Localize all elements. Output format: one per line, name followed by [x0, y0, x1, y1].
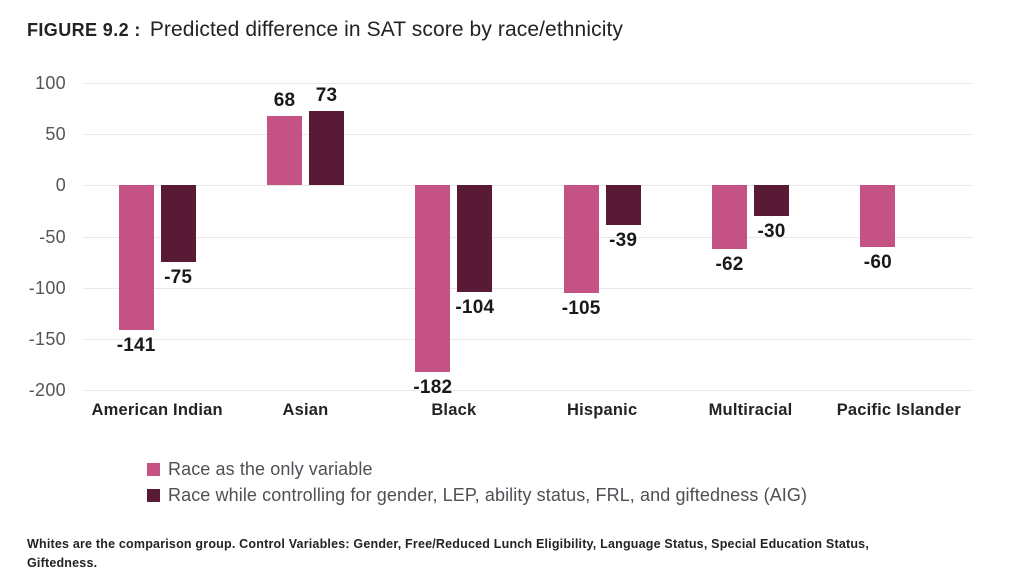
gridline [83, 236, 973, 238]
legend-label-series1: Race as the only variable [168, 459, 373, 479]
legend-item-series2: Race while controlling for gender, LEP, … [147, 485, 807, 506]
bar [309, 110, 344, 186]
bar-value-label: -141 [116, 334, 156, 356]
bar-value-label: 73 [315, 84, 338, 106]
bar [605, 185, 641, 226]
legend-swatch-pink [147, 463, 160, 476]
gridline [83, 83, 973, 84]
x-axis-category-label: Multiracial [708, 401, 793, 419]
bar [754, 185, 789, 217]
gridline [83, 287, 973, 289]
footnote: Whites are the comparison group. Control… [27, 537, 869, 571]
gridline [83, 134, 973, 136]
bar-value-label: -104 [455, 296, 495, 318]
bar-value-label: -30 [757, 221, 786, 243]
x-axis-category-label: American Indian [91, 401, 223, 419]
bar-value-label: -182 [413, 376, 453, 398]
y-axis-tick-label: -50 [39, 226, 66, 247]
bar [118, 185, 154, 330]
bar-value-label: -39 [609, 230, 638, 252]
legend-item-series1: Race as the only variable [147, 459, 807, 480]
y-axis-tick-label: -150 [28, 328, 66, 349]
y-axis-tick-label: -200 [28, 380, 66, 400]
chart-title: FIGURE 9.2 : Predicted difference in SAT… [27, 18, 623, 42]
y-axis-tick-label: -100 [28, 277, 66, 298]
figure-title-text: Predicted difference in SAT score by rac… [149, 18, 623, 41]
bar [415, 185, 451, 372]
bar-value-label: -62 [715, 253, 744, 275]
gridline [83, 390, 973, 391]
x-axis-category-label: Hispanic [566, 401, 638, 419]
bar [563, 185, 599, 293]
bar [160, 185, 196, 263]
bar [712, 185, 747, 249]
legend-swatch-maroon [147, 489, 160, 502]
gridline [83, 185, 973, 187]
legend: Race as the only variable Race while con… [147, 459, 807, 506]
bar [457, 185, 493, 292]
bar-value-label: -60 [863, 251, 892, 273]
bar-value-label: 68 [273, 89, 296, 111]
y-axis-tick-label: 0 [55, 175, 66, 196]
bar [267, 115, 302, 186]
bar-value-label: -105 [561, 297, 601, 319]
x-axis-category-label: Asian [282, 401, 329, 419]
x-axis-category-label: Black [431, 401, 477, 419]
gridline [83, 338, 973, 340]
y-axis-tick-label: 100 [35, 73, 66, 93]
bar-value-label: -75 [164, 267, 193, 289]
y-axis-tick-label: 50 [45, 124, 66, 145]
bar [860, 185, 896, 247]
legend-label-series2: Race while controlling for gender, LEP, … [168, 485, 808, 505]
figure-number-label: FIGURE 9.2 : [27, 20, 141, 40]
x-axis-category-label: Pacific Islander [836, 401, 961, 419]
